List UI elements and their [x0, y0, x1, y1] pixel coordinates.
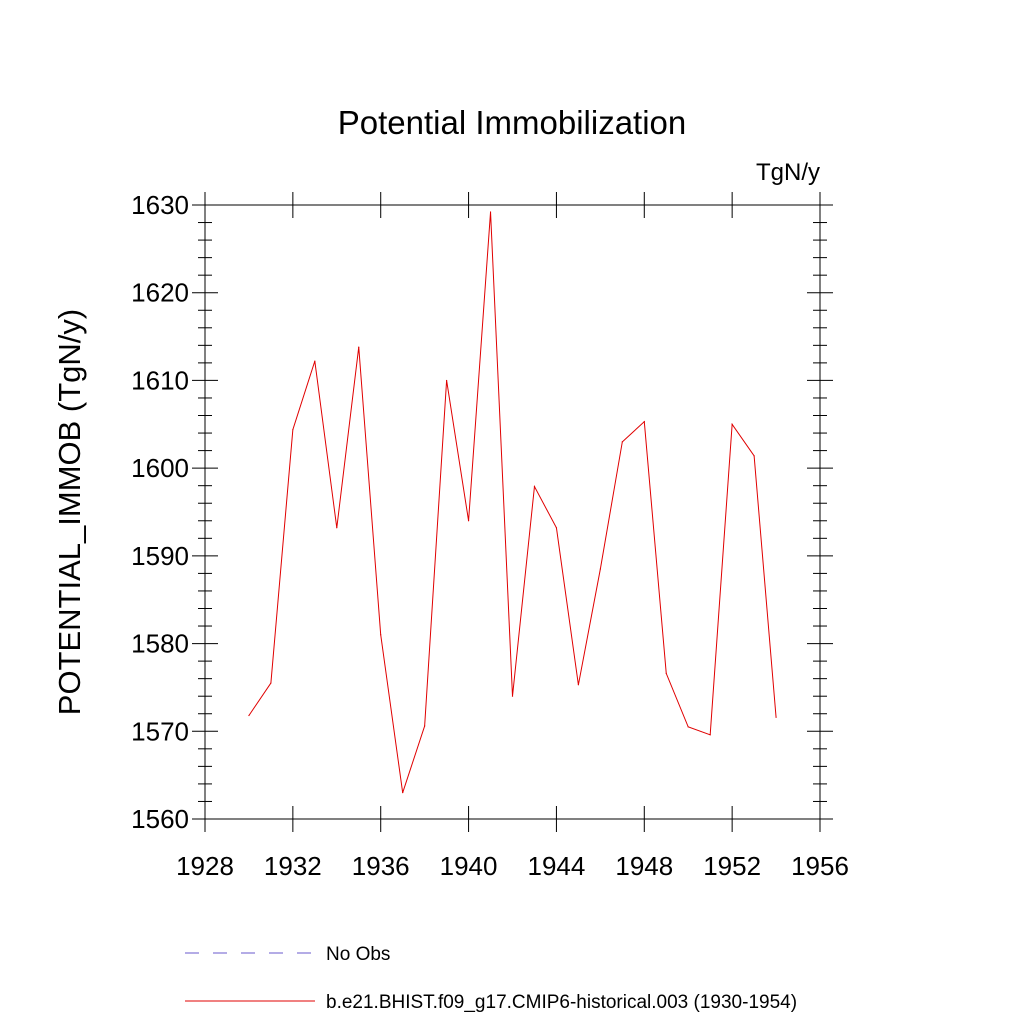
y-tick-label: 1570 — [131, 716, 189, 746]
data-point — [446, 379, 448, 382]
y-axis-label: POTENTIAL_IMMOB (TgN/y) — [52, 309, 87, 715]
y-tick-label: 1580 — [131, 629, 189, 659]
y-tick-label: 1590 — [131, 541, 189, 571]
legend-label-historical: b.e21.BHIST.f09_g17.CMIP6-historical.003… — [326, 992, 797, 1013]
data-point — [555, 527, 558, 529]
series-line-1 — [248, 211, 777, 793]
data-point — [621, 441, 623, 443]
y-tick-label: 1630 — [131, 190, 189, 220]
data-point — [467, 520, 470, 522]
x-axis-ticks: 1928 1932 1936 1940 1944 1948 1952 1956 — [176, 192, 849, 881]
data-point — [489, 211, 492, 213]
data-point — [424, 725, 426, 727]
y-tick-label: 1620 — [131, 278, 189, 308]
data-point — [402, 792, 404, 794]
units-label: TgN/y — [756, 159, 820, 186]
x-tick-label: 1952 — [703, 851, 761, 881]
data-point — [314, 360, 316, 362]
legend: No Obs b.e21.BHIST.f09_g17.CMIP6-histori… — [185, 944, 797, 1013]
data-point — [775, 716, 777, 718]
data-point — [270, 682, 272, 684]
data-point — [753, 455, 755, 457]
x-tick-label: 1928 — [176, 851, 234, 881]
y-tick-label: 1610 — [131, 365, 189, 395]
data-point — [248, 714, 250, 717]
data-point — [358, 346, 360, 348]
y-axis-ticks: 1560 1570 1580 1590 1600 1610 1620 1630 — [131, 190, 833, 834]
x-tick-label: 1956 — [791, 851, 849, 881]
data-point — [336, 527, 338, 529]
y-tick-label: 1560 — [131, 804, 189, 834]
chart-title: Potential Immobilization — [338, 104, 687, 141]
data-point — [643, 421, 645, 423]
x-tick-label: 1948 — [615, 851, 673, 881]
legend-label-no-obs: No Obs — [326, 944, 390, 965]
x-tick-label: 1932 — [264, 851, 322, 881]
x-tick-label: 1936 — [352, 851, 410, 881]
plot-frame — [204, 204, 821, 820]
series-layer — [248, 211, 777, 794]
data-point — [511, 695, 514, 697]
y-tick-label: 1600 — [131, 453, 189, 483]
data-point — [380, 634, 382, 636]
data-point — [665, 672, 667, 674]
x-tick-label: 1944 — [528, 851, 586, 881]
data-point — [292, 428, 294, 431]
x-tick-label: 1940 — [440, 851, 498, 881]
data-point — [687, 726, 689, 728]
data-point — [709, 734, 711, 736]
data-point — [731, 423, 733, 425]
data-point — [599, 568, 601, 570]
data-point — [533, 485, 536, 488]
data-point — [577, 684, 579, 686]
